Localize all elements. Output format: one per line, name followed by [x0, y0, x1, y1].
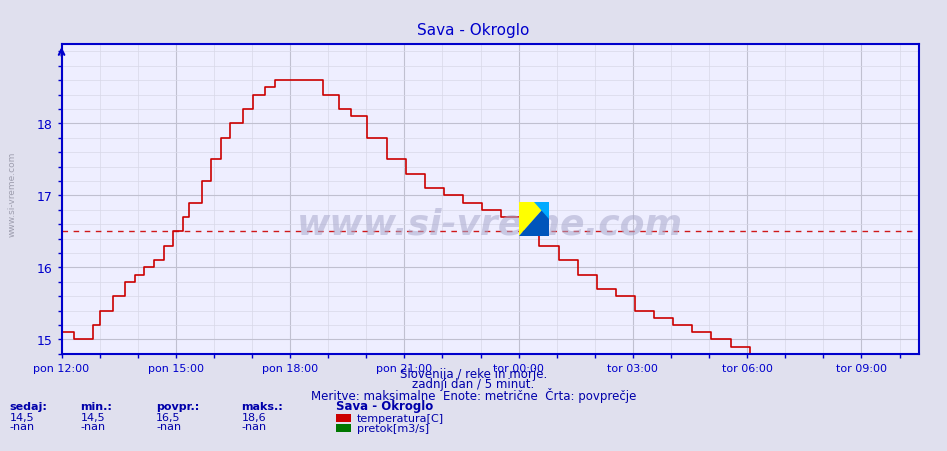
Text: min.:: min.:: [80, 401, 113, 411]
Polygon shape: [534, 203, 549, 220]
Text: 16,5: 16,5: [156, 412, 181, 422]
Text: -nan: -nan: [241, 421, 267, 431]
Polygon shape: [519, 203, 549, 237]
Text: 14,5: 14,5: [9, 412, 34, 422]
Text: -nan: -nan: [80, 421, 106, 431]
Text: Sava - Okroglo: Sava - Okroglo: [418, 23, 529, 37]
Text: 18,6: 18,6: [241, 412, 266, 422]
Text: maks.:: maks.:: [241, 401, 283, 411]
Text: temperatura[C]: temperatura[C]: [357, 413, 444, 423]
Text: pretok[m3/s]: pretok[m3/s]: [357, 423, 429, 433]
Polygon shape: [519, 203, 549, 237]
Text: 14,5: 14,5: [80, 412, 105, 422]
Text: Meritve: maksimalne  Enote: metrične  Črta: povprečje: Meritve: maksimalne Enote: metrične Črta…: [311, 387, 636, 402]
Text: zadnji dan / 5 minut.: zadnji dan / 5 minut.: [412, 377, 535, 391]
Text: www.si-vreme.com: www.si-vreme.com: [8, 152, 17, 236]
Text: -nan: -nan: [9, 421, 35, 431]
Text: sedaj:: sedaj:: [9, 401, 47, 411]
Text: www.si-vreme.com: www.si-vreme.com: [297, 207, 683, 241]
Text: -nan: -nan: [156, 421, 182, 431]
Text: Sava - Okroglo: Sava - Okroglo: [336, 400, 434, 413]
Text: Slovenija / reke in morje.: Slovenija / reke in morje.: [400, 368, 547, 381]
Text: povpr.:: povpr.:: [156, 401, 200, 411]
